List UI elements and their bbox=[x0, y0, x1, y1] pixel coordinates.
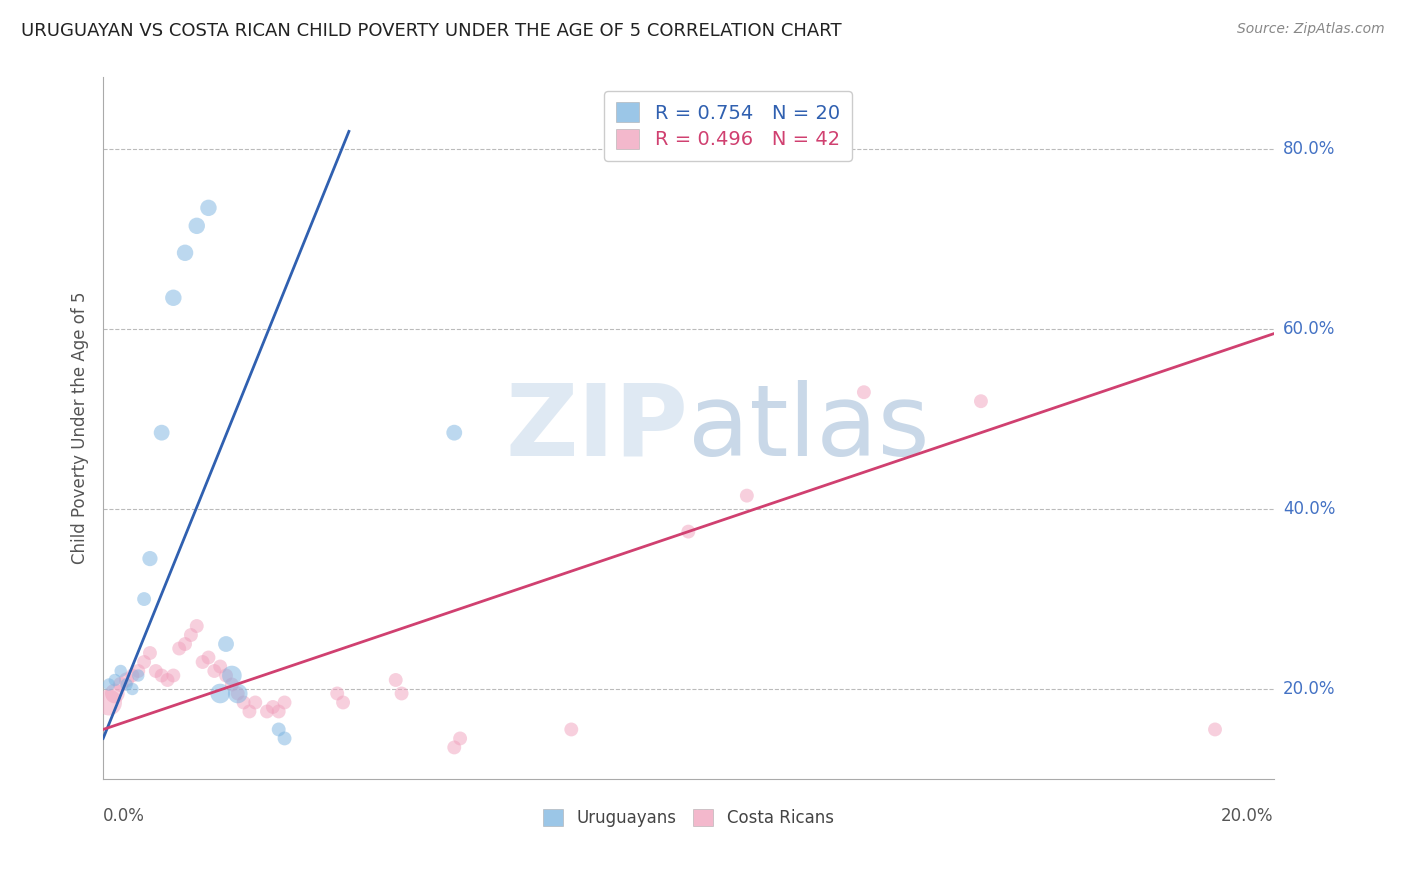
Point bbox=[332, 696, 354, 710]
Point bbox=[262, 700, 284, 714]
Point bbox=[150, 425, 173, 440]
Point bbox=[162, 291, 184, 305]
Point bbox=[186, 619, 208, 633]
Point bbox=[238, 705, 260, 719]
Text: ZIP: ZIP bbox=[506, 380, 689, 476]
Point bbox=[443, 425, 465, 440]
Point bbox=[127, 664, 149, 678]
Point bbox=[443, 740, 465, 755]
Point bbox=[226, 686, 249, 700]
Point bbox=[110, 664, 132, 678]
Point bbox=[98, 677, 121, 691]
Point bbox=[221, 668, 243, 682]
Point bbox=[232, 696, 254, 710]
Text: 20.0%: 20.0% bbox=[1220, 807, 1274, 825]
Point bbox=[215, 668, 238, 682]
Point bbox=[273, 731, 295, 746]
Point bbox=[678, 524, 700, 539]
Point bbox=[110, 677, 132, 691]
Point bbox=[162, 668, 184, 682]
Point bbox=[121, 681, 143, 696]
Point bbox=[267, 705, 290, 719]
Point bbox=[209, 659, 232, 673]
Point bbox=[139, 551, 162, 566]
Point bbox=[104, 686, 127, 700]
Text: Source: ZipAtlas.com: Source: ZipAtlas.com bbox=[1237, 22, 1385, 37]
Point bbox=[115, 677, 138, 691]
Point bbox=[209, 686, 232, 700]
Point bbox=[156, 673, 179, 687]
Point bbox=[139, 646, 162, 660]
Point bbox=[202, 664, 225, 678]
Point bbox=[174, 637, 197, 651]
Text: 80.0%: 80.0% bbox=[1282, 140, 1336, 159]
Point bbox=[174, 245, 197, 260]
Point bbox=[273, 696, 295, 710]
Legend: Uruguayans, Costa Ricans: Uruguayans, Costa Ricans bbox=[537, 802, 841, 834]
Point bbox=[150, 668, 173, 682]
Point bbox=[197, 201, 219, 215]
Point bbox=[98, 696, 121, 710]
Text: URUGUAYAN VS COSTA RICAN CHILD POVERTY UNDER THE AGE OF 5 CORRELATION CHART: URUGUAYAN VS COSTA RICAN CHILD POVERTY U… bbox=[21, 22, 842, 40]
Text: 60.0%: 60.0% bbox=[1282, 320, 1336, 338]
Point bbox=[121, 668, 143, 682]
Point bbox=[215, 637, 238, 651]
Point bbox=[180, 628, 202, 642]
Point bbox=[186, 219, 208, 233]
Point bbox=[326, 686, 349, 700]
Point bbox=[256, 705, 278, 719]
Point bbox=[226, 686, 249, 700]
Point bbox=[197, 650, 219, 665]
Point bbox=[127, 668, 149, 682]
Point bbox=[191, 655, 214, 669]
Point bbox=[104, 673, 127, 687]
Point bbox=[115, 673, 138, 687]
Point bbox=[384, 673, 406, 687]
Text: atlas: atlas bbox=[689, 380, 929, 476]
Point bbox=[852, 385, 875, 400]
Point bbox=[132, 655, 155, 669]
Point bbox=[267, 723, 290, 737]
Point bbox=[735, 489, 758, 503]
Text: 40.0%: 40.0% bbox=[1282, 500, 1336, 518]
Point bbox=[145, 664, 167, 678]
Y-axis label: Child Poverty Under the Age of 5: Child Poverty Under the Age of 5 bbox=[72, 292, 89, 565]
Point bbox=[560, 723, 582, 737]
Point bbox=[391, 686, 413, 700]
Point bbox=[167, 641, 190, 656]
Point bbox=[132, 592, 155, 607]
Point bbox=[221, 677, 243, 691]
Point bbox=[449, 731, 471, 746]
Text: 0.0%: 0.0% bbox=[103, 807, 145, 825]
Point bbox=[245, 696, 267, 710]
Text: 20.0%: 20.0% bbox=[1282, 680, 1336, 698]
Point bbox=[1204, 723, 1226, 737]
Point bbox=[970, 394, 993, 409]
